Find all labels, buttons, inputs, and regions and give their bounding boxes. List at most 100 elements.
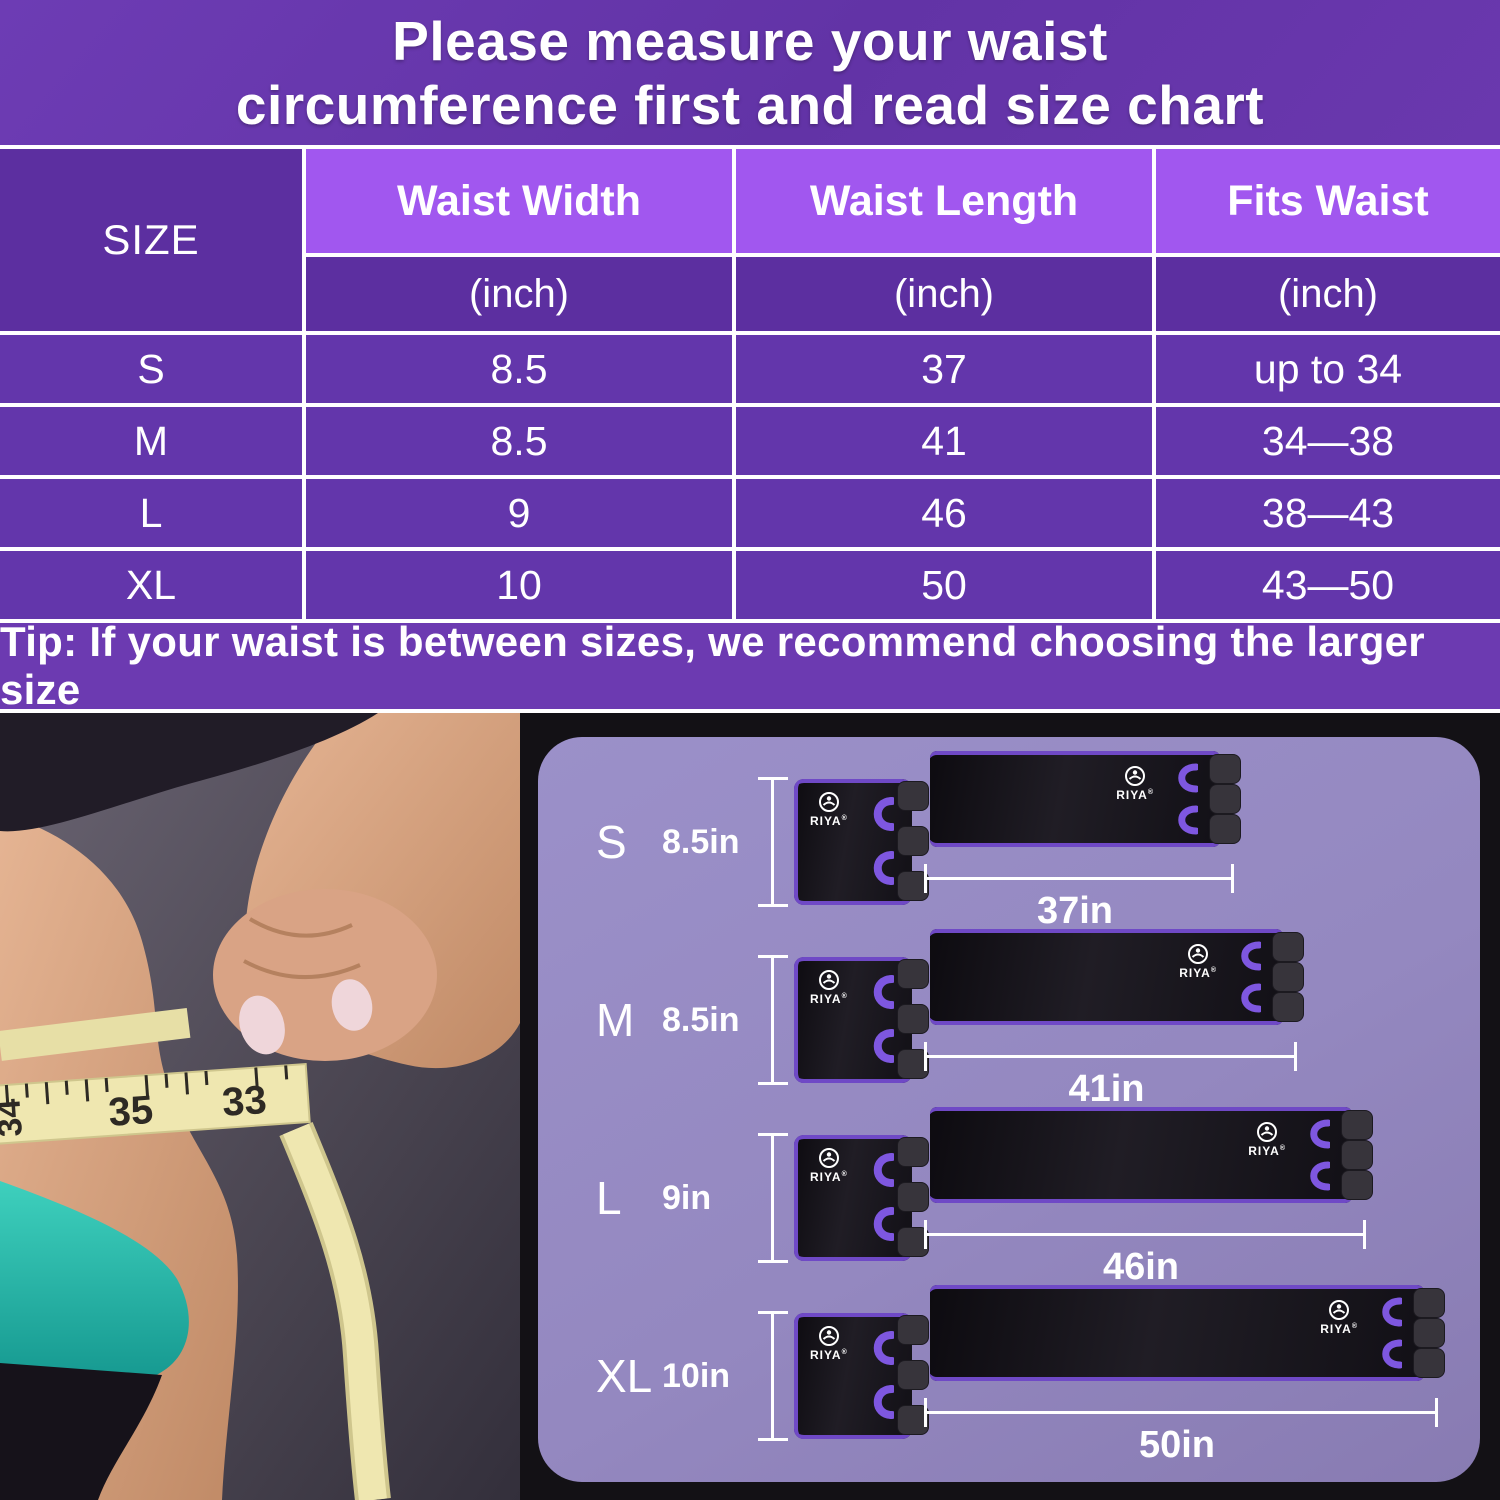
riya-logo: RIYA® [1320,1299,1358,1335]
table-cell-size: S [0,335,302,403]
table-cell-size: L [0,479,302,547]
hook-squiggles-icon [873,1331,894,1419]
bottoms [0,1363,162,1500]
belt-tab [1414,1349,1444,1377]
riya-logo-icon [1257,1122,1278,1142]
tip-text: Tip: If your waist is between sizes, we … [0,618,1425,713]
table-cell-width: 8.5 [306,407,732,475]
diagram-area: S 8.5in RIYA® [520,713,1500,1500]
column-header-waist-length: Waist Length [736,149,1152,253]
tip-band: Tip: If your waist is between sizes, we … [0,618,1500,713]
belt-length-group: RIYA® 46in [924,1107,1372,1289]
riya-logo-icon [818,792,839,812]
belt-length-group: RIYA® 41in [924,929,1303,1111]
belt-front-view: RIYA® [794,1135,928,1261]
length-dimension-line [924,1220,1366,1249]
diagram-row-m: M 8.5in RIYA® [596,929,1480,1111]
riya-logo-icon [1188,944,1209,964]
belt-tab [898,1050,928,1078]
diagram-width-label: 9in [662,1178,712,1217]
table-cell-size: XL [0,551,302,619]
belt-tab [1273,993,1303,1021]
belt-tab [1210,815,1240,843]
page-title-line2: circumference first and read size chart [235,73,1265,136]
riya-logo: RIYA® [810,791,848,827]
belt-side-view: RIYA® [930,1107,1372,1203]
table-cell-size: M [0,407,302,475]
belt-front-view: RIYA® [794,779,928,905]
table-cell-fits: 38—43 [1156,479,1500,547]
belt-side-view: RIYA® [930,929,1303,1025]
belt-length-group: RIYA® 50in [924,1285,1444,1467]
hook-squiggles-icon [1241,941,1261,1013]
riya-logo: RIYA® [1248,1121,1286,1157]
unit-label: (inch) [736,257,1152,331]
belt-tab [898,827,928,855]
width-dimension-line [758,955,788,1085]
belt-tab [1342,1111,1372,1139]
length-dimension-line [924,1042,1297,1071]
diagram-row-s: S 8.5in RIYA® [596,751,1480,932]
diagram-width-label: 10in [662,1356,731,1395]
diagram-length-label: 46in [1102,1246,1180,1288]
belt-tab [898,1406,928,1434]
sports-top [0,713,378,832]
tape-number: 33 [221,1078,268,1125]
tape-number: 34 [0,1098,30,1138]
belt-tab [898,872,928,900]
table-cell-fits: 43—50 [1156,551,1500,619]
belt-front-view: RIYA® [794,1313,928,1439]
bottom-section: 34 35 33 S 8.5in [0,713,1500,1500]
belt-tab [1414,1289,1444,1317]
hook-squiggles-icon [1310,1119,1330,1191]
table-cell-fits: up to 34 [1156,335,1500,403]
diagram-row-xl: XL 10in RIYA® [596,1285,1480,1467]
photo-illustration: 34 35 33 [0,713,520,1500]
riya-logo-icon [818,1148,839,1168]
hook-squiggles-icon [1382,1297,1402,1369]
belt-tab [898,1183,928,1211]
hanging-tape-face [283,1123,387,1500]
size-column-header: SIZE [0,149,302,331]
diagram-length-label: 50in [1138,1424,1216,1466]
column-header-fits-waist: Fits Waist [1156,149,1500,253]
belt-tab [898,1138,928,1166]
page-title-line1: Please measure your waist [392,9,1108,72]
table-cell-length: 41 [736,407,1152,475]
title-band: Please measure your waist circumference … [0,0,1500,145]
tape-upper-edge [0,1007,191,1061]
table-cell-fits: 34—38 [1156,407,1500,475]
riya-logo-text: RIYA® [1179,966,1217,980]
table-cell-length: 37 [736,335,1152,403]
size-table: SIZE Waist Width Waist Length Fits Waist… [0,145,1500,623]
belt-tab [898,1361,928,1389]
riya-logo-text: RIYA® [1320,1322,1358,1336]
riya-logo: RIYA® [810,1325,848,1361]
fingernail [239,995,285,1055]
size-diagram-panel: S 8.5in RIYA® [538,737,1480,1482]
riya-logo: RIYA® [810,969,848,1005]
column-header-waist-width: Waist Width [306,149,732,253]
diagram-length-label: 41in [1068,1068,1145,1110]
tape-number: 35 [107,1088,154,1135]
riya-logo-text: RIYA® [1116,788,1154,802]
belt-tab [1342,1141,1372,1169]
belt-tab [1273,963,1303,991]
belt-tab [1414,1319,1444,1347]
belt-side-view: RIYA® [930,751,1240,847]
belt-tab [1342,1171,1372,1199]
width-dimension-line [758,1311,788,1441]
belt-tab [1210,755,1240,783]
riya-logo-icon [818,1326,839,1346]
diagram-size-label: M [596,994,635,1046]
riya-logo: RIYA® [810,1147,848,1183]
diagram-size-label: XL [596,1350,653,1402]
diagram-length-label: 37in [1036,890,1114,932]
diagram-width-label: 8.5in [662,822,740,861]
belt-tab [898,1005,928,1033]
photo-woman-measuring-waist: 34 35 33 [0,713,520,1500]
diagram-size-label: L [596,1172,622,1224]
riya-logo-text: RIYA® [1248,1144,1286,1158]
riya-logo-text: RIYA® [810,992,848,1006]
